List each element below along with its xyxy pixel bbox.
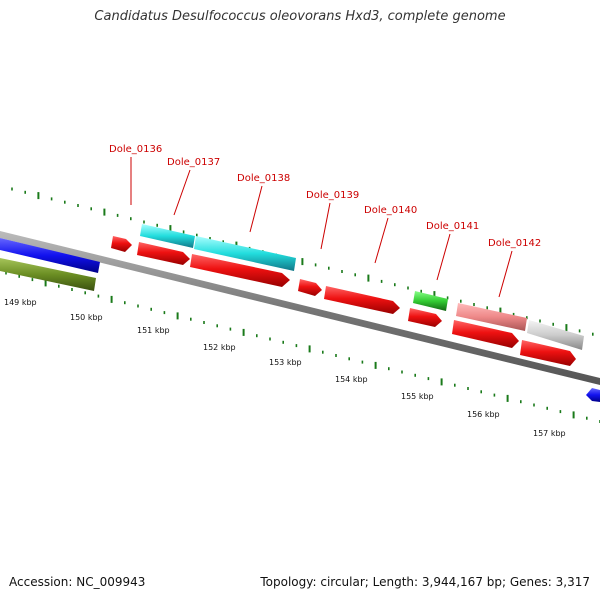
scale-label: 150 kbp (70, 313, 103, 322)
gene-arrow-3[interactable] (190, 254, 290, 287)
gene-leader-line (498, 250, 513, 298)
genome-backbone (0, 231, 600, 385)
gene-label[interactable]: Dole_0136 (109, 144, 162, 155)
gene-label[interactable]: Dole_0142 (488, 238, 541, 249)
gene-leader-line (173, 169, 191, 216)
gene-leader-line (374, 217, 389, 264)
gene-blue-left[interactable] (0, 238, 100, 273)
gene-rna-2[interactable] (194, 236, 296, 271)
gene-arrow-5[interactable] (324, 286, 400, 314)
gene-leader-line (249, 185, 263, 233)
gene-arrow-1[interactable] (111, 236, 132, 252)
gene-arrow-7[interactable] (452, 320, 519, 348)
scale-label: 156 kbp (467, 410, 500, 419)
gene-leader-line (436, 233, 451, 281)
scale-label: 157 kbp (533, 429, 566, 438)
accession-text: Accession: NC_009943 (9, 575, 146, 589)
scale-label: 153 kbp (269, 358, 302, 367)
scale-label: 149 kbp (4, 298, 37, 307)
gene-leader-line (320, 202, 331, 250)
gene-rna-1[interactable] (140, 224, 195, 248)
gene-label[interactable]: Dole_0139 (306, 190, 359, 201)
gene-label[interactable]: Dole_0140 (364, 205, 417, 216)
scale-label: 154 kbp (335, 375, 368, 384)
gene-arrow-8[interactable] (520, 340, 576, 366)
scale-label: 155 kbp (401, 392, 434, 401)
gene-label[interactable]: Dole_0141 (426, 221, 479, 232)
gene-pink[interactable] (456, 303, 527, 331)
gene-label-group: Dole_0136 Dole_0137 Dole_0138 Dole_0139 Dole… (109, 144, 541, 298)
gene-grey[interactable] (527, 320, 584, 350)
gene-arrow-6[interactable] (408, 308, 442, 327)
map-title: Candidatus Desulfococcus oleovorans Hxd3… (94, 9, 506, 24)
genome-summary-text: Topology: circular; Length: 3,944,167 bp… (260, 575, 590, 589)
gene-olive-left[interactable] (0, 258, 96, 291)
gene-green[interactable] (413, 291, 448, 311)
gene-arrow-2[interactable] (137, 242, 190, 265)
gene-label[interactable]: Dole_0138 (237, 173, 290, 184)
gene-label[interactable]: Dole_0137 (167, 157, 220, 168)
scale-label: 151 kbp (137, 326, 170, 335)
gene-arrow-4[interactable] (298, 279, 322, 296)
scale-label: 152 kbp (203, 343, 236, 352)
scale-label-group: 149 kbp 150 kbp 151 kbp 152 kbp 153 kbp 154 k… (4, 298, 566, 438)
gene-blue-right[interactable] (586, 388, 600, 402)
